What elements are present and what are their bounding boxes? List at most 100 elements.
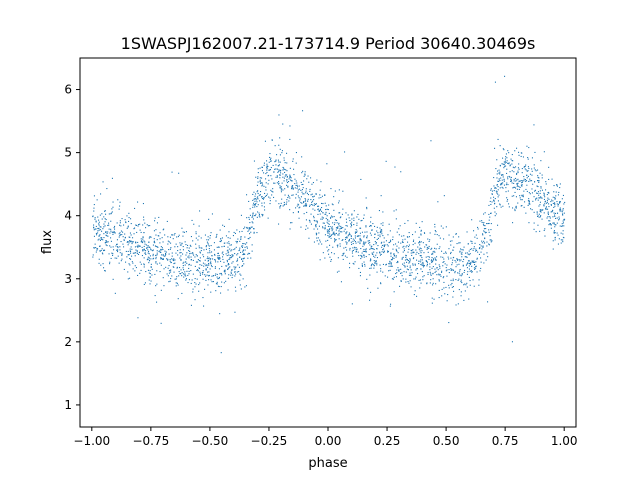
data-point [366, 235, 368, 237]
data-point [408, 246, 410, 248]
data-point [167, 258, 169, 260]
data-point [420, 261, 422, 263]
data-point [516, 183, 518, 185]
data-point [160, 264, 162, 266]
data-point [283, 180, 285, 182]
data-point [98, 258, 100, 260]
data-point [315, 225, 317, 227]
data-point [441, 295, 443, 297]
data-point [527, 157, 529, 159]
data-point [225, 280, 227, 282]
data-point [331, 228, 333, 230]
data-point [310, 194, 312, 196]
data-point [173, 258, 175, 260]
data-point [93, 204, 95, 206]
data-point [101, 230, 103, 232]
data-point [489, 200, 491, 202]
data-point [381, 251, 383, 253]
data-point [255, 193, 257, 195]
data-point [412, 263, 414, 265]
data-point [114, 292, 116, 294]
data-point [117, 246, 119, 248]
data-point [143, 283, 145, 285]
data-point [331, 230, 333, 232]
data-point [141, 240, 143, 242]
data-point [177, 254, 179, 256]
data-point [539, 192, 541, 194]
data-point [329, 228, 331, 230]
data-point [278, 182, 280, 184]
data-point [412, 258, 414, 260]
data-point [126, 241, 128, 243]
data-point [254, 206, 256, 208]
data-point [380, 230, 382, 232]
data-point [366, 278, 368, 280]
data-point [478, 279, 480, 281]
data-point [316, 237, 318, 239]
data-point [531, 174, 533, 176]
data-point [365, 249, 367, 251]
data-point [432, 282, 434, 284]
data-point [369, 248, 371, 250]
data-point [445, 286, 447, 288]
data-point [480, 251, 482, 253]
data-point [292, 158, 294, 160]
data-point [110, 228, 112, 230]
data-point [486, 241, 488, 243]
data-point [358, 218, 360, 220]
data-point [422, 261, 424, 263]
data-point [448, 248, 450, 250]
data-point [554, 198, 556, 200]
data-point [256, 216, 258, 218]
data-point [246, 247, 248, 249]
data-point [169, 236, 171, 238]
data-point [351, 224, 353, 226]
data-point [98, 235, 100, 237]
data-point [132, 268, 134, 270]
data-point [413, 294, 415, 296]
data-point [352, 247, 354, 249]
data-point [292, 188, 294, 190]
data-point [450, 268, 452, 270]
data-point [278, 223, 280, 225]
data-point [422, 266, 424, 268]
data-point [317, 208, 319, 210]
data-point [305, 192, 307, 194]
data-point [562, 214, 564, 216]
data-point [179, 249, 181, 251]
data-point [370, 259, 372, 261]
data-point [385, 240, 387, 242]
data-point [409, 267, 411, 269]
data-point [285, 203, 287, 205]
data-point [443, 238, 445, 240]
data-point [562, 209, 564, 211]
data-point [169, 280, 171, 282]
data-point [401, 272, 403, 274]
data-point [489, 239, 491, 241]
data-point [407, 241, 409, 243]
data-point [548, 220, 550, 222]
data-point [188, 270, 190, 272]
data-point [163, 228, 165, 230]
data-point [268, 169, 270, 171]
data-point [484, 231, 486, 233]
data-point [313, 215, 315, 217]
data-point [216, 235, 218, 237]
data-point [392, 248, 394, 250]
data-point [559, 210, 561, 212]
data-point [432, 258, 434, 260]
data-point [518, 168, 520, 170]
data-point [174, 259, 176, 261]
data-point [226, 265, 228, 267]
data-point [523, 166, 525, 168]
data-point [440, 225, 442, 227]
data-point [218, 258, 220, 260]
data-point [228, 243, 230, 245]
data-point [311, 203, 313, 205]
data-point [548, 203, 550, 205]
data-point [359, 239, 361, 241]
data-point [242, 243, 244, 245]
data-point [176, 267, 178, 269]
data-point [248, 216, 250, 218]
data-point [538, 216, 540, 218]
